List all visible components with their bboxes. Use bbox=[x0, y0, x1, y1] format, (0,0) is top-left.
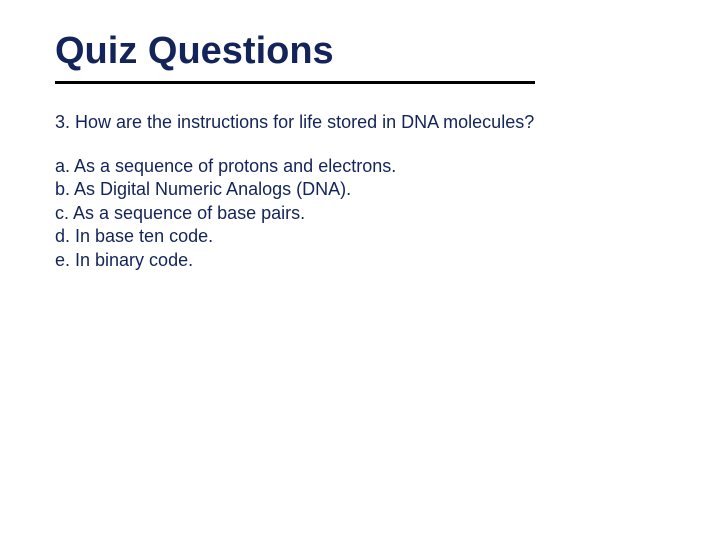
quiz-question: 3. How are the instructions for life sto… bbox=[55, 112, 665, 133]
option-c: c. As a sequence of base pairs. bbox=[55, 202, 665, 225]
option-e: e. In binary code. bbox=[55, 249, 665, 272]
option-d: d. In base ten code. bbox=[55, 225, 665, 248]
option-a: a. As a sequence of protons and electron… bbox=[55, 155, 665, 178]
slide-title: Quiz Questions bbox=[55, 30, 665, 73]
slide: Quiz Questions 3. How are the instructio… bbox=[0, 0, 720, 540]
title-underline bbox=[55, 81, 535, 84]
answer-options: a. As a sequence of protons and electron… bbox=[55, 155, 665, 272]
option-b: b. As Digital Numeric Analogs (DNA). bbox=[55, 178, 665, 201]
